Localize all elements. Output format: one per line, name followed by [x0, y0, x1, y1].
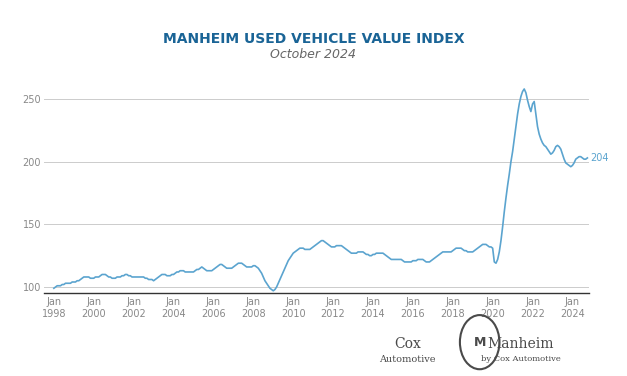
Text: Automotive: Automotive: [379, 355, 436, 364]
Text: MANHEIM USED VEHICLE VALUE INDEX: MANHEIM USED VEHICLE VALUE INDEX: [162, 32, 465, 47]
Text: Manheim: Manheim: [487, 337, 554, 351]
Text: Cox: Cox: [394, 337, 421, 351]
Text: by Cox Automotive: by Cox Automotive: [480, 355, 561, 363]
Text: October 2024: October 2024: [270, 48, 357, 61]
Text: 204: 204: [591, 153, 609, 163]
Text: M: M: [473, 336, 486, 349]
